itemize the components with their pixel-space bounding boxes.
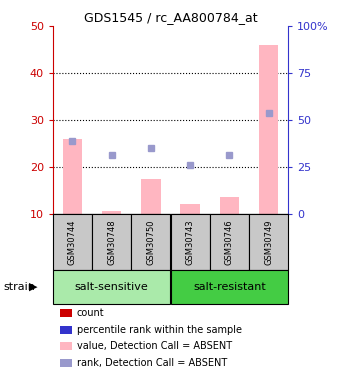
Bar — [180, 204, 200, 214]
Text: ▶: ▶ — [29, 282, 38, 292]
Text: GSM30749: GSM30749 — [264, 219, 273, 265]
Bar — [170, 214, 210, 270]
Text: salt-resistant: salt-resistant — [193, 282, 266, 292]
Text: strain: strain — [3, 282, 35, 292]
Text: GSM30750: GSM30750 — [146, 219, 155, 265]
Text: GSM30746: GSM30746 — [225, 219, 234, 265]
Bar — [170, 270, 288, 304]
Bar — [259, 45, 278, 214]
Text: value, Detection Call = ABSENT: value, Detection Call = ABSENT — [77, 341, 232, 351]
Bar — [131, 214, 170, 270]
Bar — [220, 197, 239, 214]
Bar — [63, 139, 82, 214]
Text: GSM30743: GSM30743 — [186, 219, 195, 265]
Text: GSM30748: GSM30748 — [107, 219, 116, 265]
Text: count: count — [77, 308, 104, 318]
Bar — [53, 214, 92, 270]
Bar — [141, 178, 161, 214]
Bar — [210, 214, 249, 270]
Bar — [249, 214, 288, 270]
Text: GSM30744: GSM30744 — [68, 219, 77, 265]
Bar — [53, 270, 170, 304]
Text: salt-sensitive: salt-sensitive — [75, 282, 149, 292]
Text: rank, Detection Call = ABSENT: rank, Detection Call = ABSENT — [77, 358, 227, 368]
Bar — [92, 214, 131, 270]
Text: percentile rank within the sample: percentile rank within the sample — [77, 325, 242, 334]
Bar — [102, 211, 121, 214]
Title: GDS1545 / rc_AA800784_at: GDS1545 / rc_AA800784_at — [84, 11, 257, 24]
